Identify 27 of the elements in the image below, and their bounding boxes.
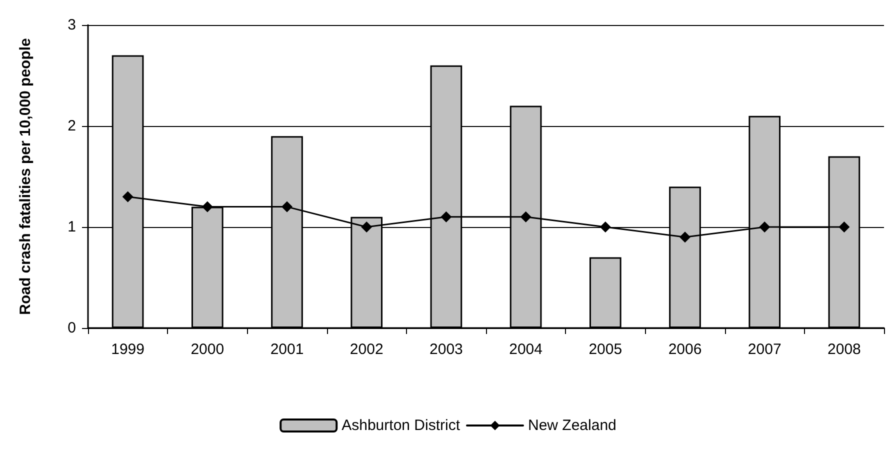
y-tick-label: 0 <box>68 320 76 336</box>
x-tick-label: 2003 <box>430 341 463 358</box>
point <box>600 222 611 232</box>
point <box>361 222 372 232</box>
x-tick-label: 2002 <box>350 341 384 358</box>
point <box>759 222 770 232</box>
x-tick-label: 2008 <box>828 341 861 358</box>
point <box>520 211 532 222</box>
x-tick-label: 2004 <box>509 341 542 358</box>
x-tick-label: 2001 <box>270 341 304 358</box>
x-tick-label: 2007 <box>748 341 782 358</box>
y-tick-label: 2 <box>68 118 76 134</box>
y-tick-label: 1 <box>68 218 76 236</box>
x-tick-label: 2000 <box>190 341 224 358</box>
x-tick-label: 2005 <box>588 341 622 358</box>
legend-label: Ashburton District <box>342 417 461 434</box>
point <box>202 201 213 212</box>
x-tick-label: 2006 <box>668 341 702 358</box>
point <box>440 211 452 222</box>
point <box>680 232 690 243</box>
point <box>282 201 292 212</box>
x-tick-label: 1999 <box>111 341 144 358</box>
y-tick-label: 3 <box>68 16 76 34</box>
point <box>838 222 850 232</box>
point <box>122 191 134 202</box>
legend-label: New Zealand <box>528 417 616 434</box>
y-axis-title: Road crash fatalities per 10,000 people <box>17 38 34 315</box>
